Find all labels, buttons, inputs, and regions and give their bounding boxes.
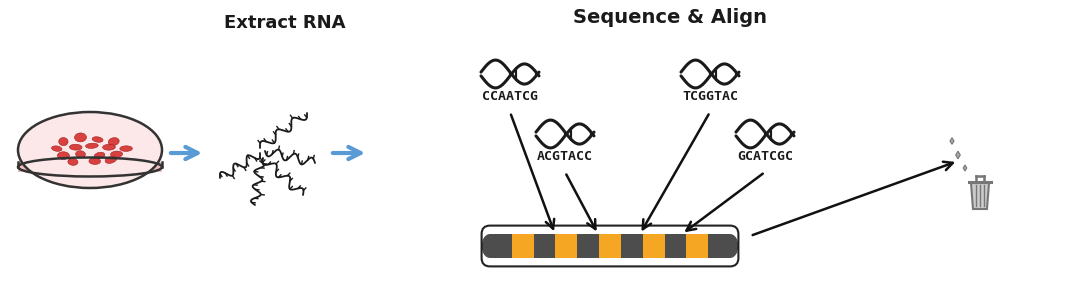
- Ellipse shape: [70, 144, 82, 150]
- Ellipse shape: [85, 143, 98, 148]
- Ellipse shape: [105, 156, 117, 163]
- Ellipse shape: [110, 151, 123, 157]
- Bar: [665, 234, 687, 258]
- Ellipse shape: [68, 159, 78, 165]
- Ellipse shape: [120, 146, 132, 151]
- Ellipse shape: [19, 112, 162, 188]
- Polygon shape: [971, 183, 989, 209]
- Ellipse shape: [51, 146, 62, 151]
- Ellipse shape: [108, 138, 119, 146]
- Ellipse shape: [722, 234, 738, 258]
- Bar: [621, 234, 643, 258]
- Text: Sequence & Align: Sequence & Align: [573, 8, 767, 27]
- Ellipse shape: [58, 152, 70, 159]
- Text: GCATCGC: GCATCGC: [737, 150, 794, 163]
- Ellipse shape: [59, 137, 68, 146]
- Ellipse shape: [102, 144, 116, 150]
- Bar: [600, 234, 621, 258]
- Ellipse shape: [75, 151, 85, 158]
- Text: ACGTACC: ACGTACC: [537, 150, 593, 163]
- Ellipse shape: [93, 137, 104, 142]
- Ellipse shape: [94, 152, 105, 159]
- Polygon shape: [964, 165, 967, 171]
- Bar: [687, 234, 709, 258]
- Text: CCAATCG: CCAATCG: [482, 90, 538, 103]
- Polygon shape: [950, 138, 954, 144]
- Bar: [578, 234, 600, 258]
- Text: TCGGTAC: TCGGTAC: [682, 90, 738, 103]
- Ellipse shape: [74, 133, 86, 142]
- Bar: [708, 234, 730, 258]
- Ellipse shape: [89, 158, 100, 164]
- Bar: [19, 162, 162, 172]
- Bar: [556, 234, 578, 258]
- Bar: [490, 234, 512, 258]
- Polygon shape: [956, 151, 960, 159]
- Bar: [512, 234, 534, 258]
- Bar: [534, 234, 556, 258]
- Text: Extract RNA: Extract RNA: [225, 14, 346, 32]
- Ellipse shape: [19, 158, 162, 177]
- Bar: [643, 234, 665, 258]
- Ellipse shape: [482, 234, 498, 258]
